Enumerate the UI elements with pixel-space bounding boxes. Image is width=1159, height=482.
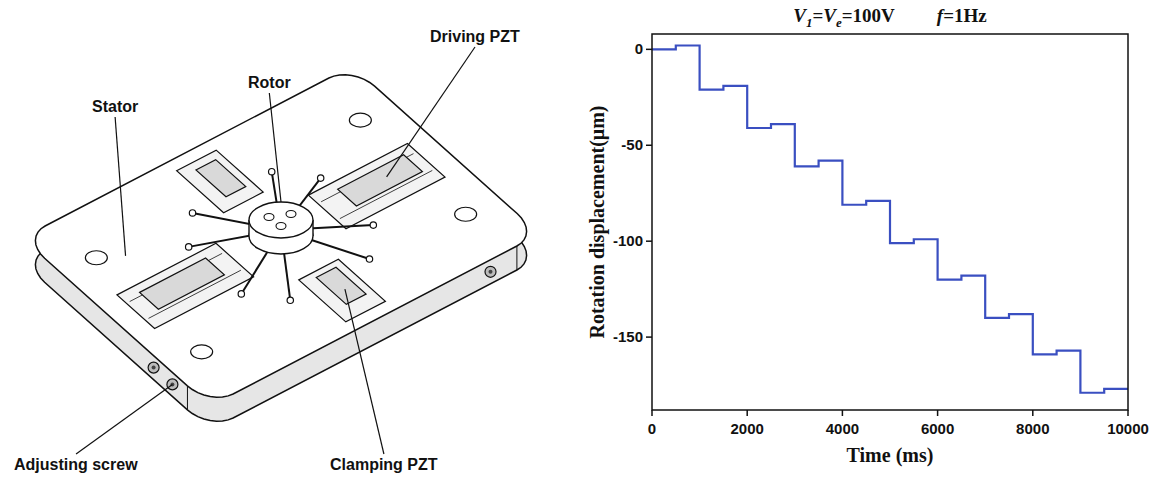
y-axis-title: Rotation displacement(μm) <box>586 106 609 339</box>
flexure-hinge <box>189 210 195 216</box>
leader-line <box>269 93 281 202</box>
y-tick-label: -150 <box>613 328 643 345</box>
x-tick-label: 4000 <box>826 420 859 437</box>
chart: 0 2000 4000 6000 8000 10000 -150 -100 -50 0 Time (… <box>586 5 1149 467</box>
x-tick-label: 8000 <box>1016 420 1049 437</box>
flexure-hinge <box>370 222 376 228</box>
x-tick <box>746 410 748 416</box>
slot <box>308 144 445 229</box>
figure: Driving PZT Rotor Stator Adjusting screw Cla… <box>0 0 1159 482</box>
diagram-label: Rotor <box>248 74 291 91</box>
leader-line <box>76 384 172 454</box>
stator-edge <box>187 386 188 410</box>
mount-hole <box>455 207 477 221</box>
diagram-label: Stator <box>92 98 138 115</box>
adjusting-screw <box>152 366 156 370</box>
flexure-hinge <box>366 256 372 262</box>
slot <box>117 243 254 328</box>
flexure-hinge <box>238 291 244 297</box>
leader-line <box>345 289 384 454</box>
clamping-pzt <box>316 267 366 304</box>
leader-line <box>115 117 125 256</box>
x-tick-label: 2000 <box>731 420 764 437</box>
rotor-top <box>249 202 313 238</box>
adjusting-screw <box>489 270 493 274</box>
adjusting-screw <box>485 266 496 277</box>
x-tick <box>937 410 939 416</box>
slot <box>177 150 264 213</box>
x-tick <box>651 410 653 416</box>
x-tick <box>1032 410 1034 416</box>
rotor-hole <box>276 223 286 230</box>
stator-edge <box>516 246 517 270</box>
mount-hole <box>191 345 213 359</box>
device-diagram: Driving PZT Rotor Stator Adjusting screw Cla… <box>14 28 527 473</box>
driving-pzt <box>338 155 423 206</box>
y-tick <box>646 49 652 51</box>
flexure-hinge <box>269 168 275 174</box>
x-tick <box>842 410 844 416</box>
y-tick <box>646 336 652 338</box>
flexure-hinge <box>287 297 293 303</box>
x-tick-label: 6000 <box>921 420 954 437</box>
mount-hole <box>349 113 371 127</box>
y-tick <box>646 240 652 242</box>
y-tick-label: 0 <box>635 40 643 57</box>
mount-hole <box>85 251 107 265</box>
flexure-hinge <box>185 244 191 250</box>
chart-title: V1=Ve=100Vf=1Hz <box>793 5 987 30</box>
x-tick <box>1127 410 1129 416</box>
plot-frame <box>652 34 1128 410</box>
adjusting-screw <box>148 362 159 373</box>
plot-area <box>652 46 1128 393</box>
x-tick-label: 0 <box>648 420 656 437</box>
diagram-label: Driving PZT <box>430 28 520 45</box>
y-tick <box>646 145 652 147</box>
x-axis-title: Time (ms) <box>847 444 934 467</box>
rotor-hole <box>264 214 274 221</box>
diagram-label: Adjusting screw <box>14 456 138 473</box>
slot <box>299 259 386 322</box>
rotor-hole <box>286 211 296 218</box>
flexure-hinge <box>317 175 323 181</box>
stator-top <box>35 75 526 398</box>
y-tick-label: -50 <box>621 136 643 153</box>
clamping-pzt <box>196 160 246 197</box>
y-tick-label: -100 <box>613 232 643 249</box>
driving-pzt <box>140 258 225 309</box>
data-line <box>652 46 1128 393</box>
leader-line <box>387 47 475 177</box>
x-tick-label: 10000 <box>1107 420 1149 437</box>
diagram-label: Clamping PZT <box>330 456 438 473</box>
